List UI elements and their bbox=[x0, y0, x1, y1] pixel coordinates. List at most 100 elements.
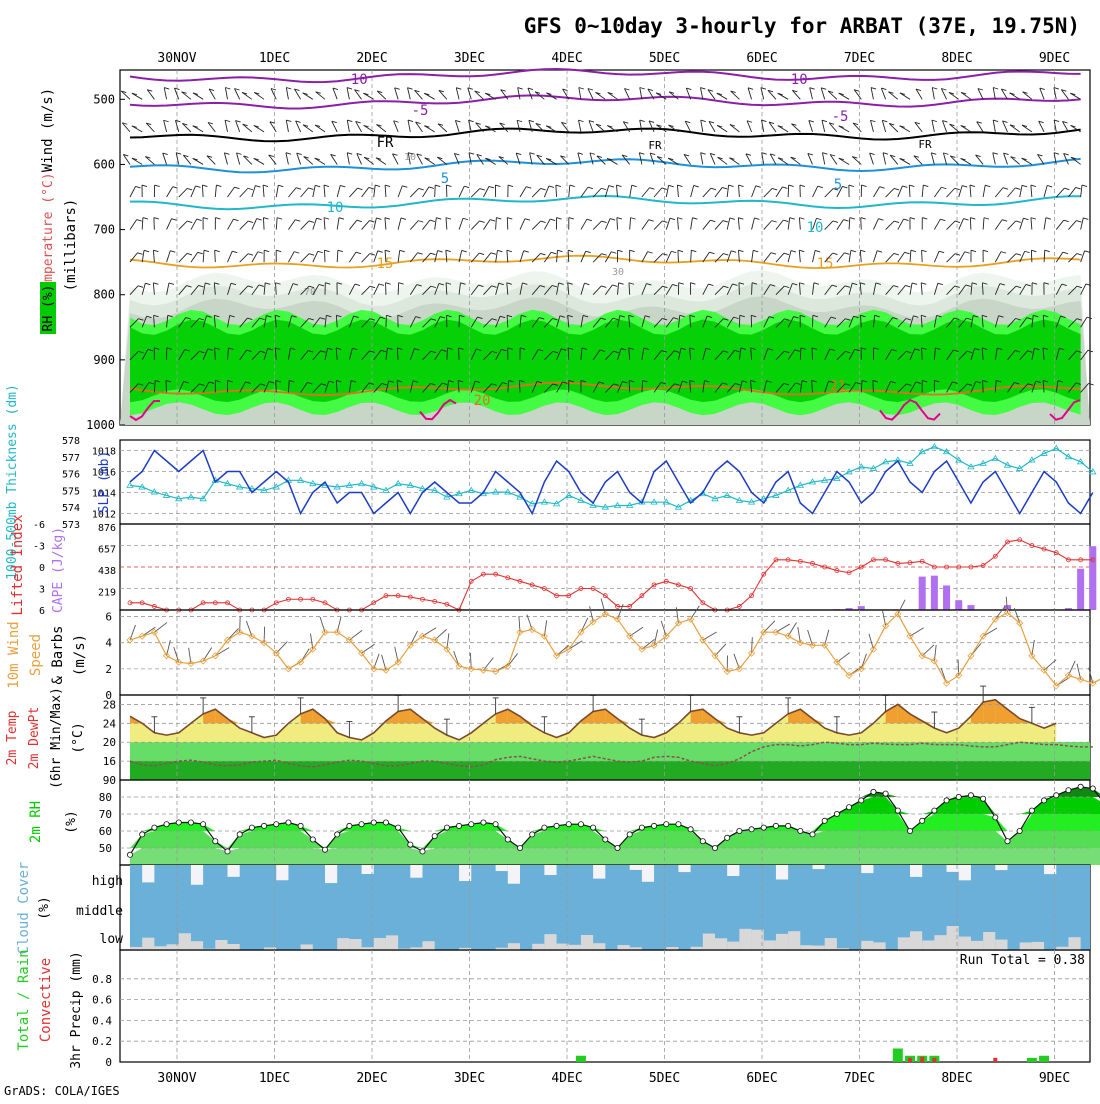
isotherm-label: 5 bbox=[834, 177, 842, 193]
y-tick-label: 500 bbox=[93, 92, 115, 106]
wind-barb bbox=[909, 185, 910, 197]
wind-barb-flag bbox=[400, 250, 405, 252]
wind-barb bbox=[425, 158, 435, 165]
wind-barb-flag bbox=[263, 185, 268, 187]
wind-barb-flag bbox=[1031, 250, 1036, 252]
wind-barb-flag bbox=[970, 185, 975, 187]
wind-barb-flag bbox=[549, 186, 554, 188]
y-tick-label: 2 bbox=[105, 663, 112, 676]
wind-barb-flag bbox=[822, 153, 827, 155]
rh-marker bbox=[688, 827, 693, 832]
y-tick-label: 90 bbox=[103, 774, 116, 787]
wind-barb-flag bbox=[278, 185, 283, 187]
rh-marker bbox=[127, 852, 132, 857]
wind-barb-flag bbox=[771, 253, 776, 255]
cloud-low-bar bbox=[508, 943, 520, 950]
wind-barb bbox=[519, 380, 520, 392]
wind-barb-flag bbox=[588, 187, 593, 189]
y-axis-label: 3hr Precip (mm) bbox=[69, 951, 84, 1068]
y-tick-label: 0 bbox=[39, 563, 45, 574]
wind-barb bbox=[873, 251, 877, 262]
wind-barb-flag bbox=[671, 251, 676, 253]
y-tick-label: 577 bbox=[62, 453, 80, 464]
wind-barb bbox=[922, 185, 923, 197]
wind-barb bbox=[398, 218, 401, 230]
isotherm-label: FR bbox=[377, 135, 394, 151]
rh-marker bbox=[566, 822, 571, 827]
wind-barb bbox=[446, 218, 447, 230]
wind-barb-flag bbox=[495, 185, 500, 187]
wind-barb bbox=[881, 88, 885, 99]
rh-marker bbox=[432, 834, 437, 839]
rh-marker bbox=[981, 796, 986, 801]
wind-barb bbox=[301, 221, 309, 230]
wind-barb-flag bbox=[894, 188, 899, 190]
wind-barb-flag bbox=[570, 185, 575, 187]
wind-barb-flag bbox=[902, 186, 907, 188]
wind-barb-flag bbox=[464, 186, 469, 188]
rh-marker bbox=[810, 832, 815, 837]
wind-barb bbox=[934, 219, 940, 229]
wind-barb bbox=[483, 220, 490, 230]
cape-bar bbox=[955, 600, 962, 610]
y-tick-label: 50 bbox=[99, 842, 112, 855]
wind-barb-flag bbox=[479, 253, 484, 255]
wind-barb-flag bbox=[446, 250, 451, 252]
wind-barb bbox=[934, 187, 941, 197]
wind-barb-flag bbox=[557, 218, 562, 220]
wind-barb-flag bbox=[225, 87, 230, 89]
wind-barb bbox=[970, 185, 971, 197]
rh-marker bbox=[907, 828, 912, 833]
wind-barb-flag bbox=[518, 88, 523, 90]
wind-barb-flag bbox=[905, 285, 910, 287]
wind-barb-flag bbox=[446, 218, 451, 220]
wind-barb bbox=[303, 93, 313, 99]
wind-barb-flag bbox=[347, 120, 352, 122]
isotherm-label: 15 bbox=[377, 256, 394, 272]
wind-barb bbox=[408, 120, 410, 132]
wind-barb bbox=[331, 154, 338, 164]
rh-marker bbox=[676, 822, 681, 827]
cloud-high-gap bbox=[727, 865, 739, 876]
wind-barb bbox=[191, 252, 198, 262]
wind-barb-flag bbox=[602, 254, 607, 256]
cloud-low-bar bbox=[703, 934, 715, 950]
wind-barb bbox=[1081, 218, 1084, 230]
wind-barb bbox=[568, 250, 569, 262]
wind-barb-flag bbox=[187, 253, 192, 255]
wind-barb-flag bbox=[723, 254, 728, 256]
wind-barb-flag bbox=[378, 251, 383, 253]
wind-barb-flag bbox=[617, 218, 622, 220]
isotherm-label: -5 bbox=[832, 109, 849, 125]
wind-barb-flag bbox=[669, 185, 674, 187]
wind-barb bbox=[764, 188, 772, 197]
rh-marker bbox=[530, 832, 535, 837]
x-tick-label-top: 6DEC bbox=[746, 51, 777, 66]
rh-marker bbox=[1029, 808, 1034, 813]
wind-barb-flag bbox=[584, 283, 589, 285]
y-tick-label: 6 bbox=[105, 611, 112, 624]
wind-barb-flag bbox=[894, 221, 899, 223]
y-tick-label: 576 bbox=[62, 470, 80, 481]
footer-credit: GrADS: COLA/IGES bbox=[4, 1084, 120, 1098]
wind-barb bbox=[1044, 250, 1045, 262]
cloud-low-bar bbox=[800, 945, 812, 950]
wind-barb-flag bbox=[385, 218, 390, 220]
cloud-low-bar bbox=[593, 943, 605, 950]
y-axis-label: Lifted Index bbox=[10, 514, 26, 615]
wind-barb-flag bbox=[507, 250, 512, 252]
rh-marker bbox=[603, 837, 608, 842]
wind-barb bbox=[666, 251, 671, 262]
wind-barb-flag bbox=[677, 218, 682, 220]
wind-barb bbox=[900, 93, 910, 99]
wind-barb bbox=[1031, 218, 1032, 230]
cloud-low-bar bbox=[191, 941, 203, 950]
wind-barb-flag bbox=[586, 251, 591, 253]
wind-barb-flag bbox=[730, 218, 735, 220]
wind-barb bbox=[593, 254, 601, 263]
wind-barb-flag bbox=[799, 250, 804, 252]
wind-barb bbox=[154, 218, 155, 230]
